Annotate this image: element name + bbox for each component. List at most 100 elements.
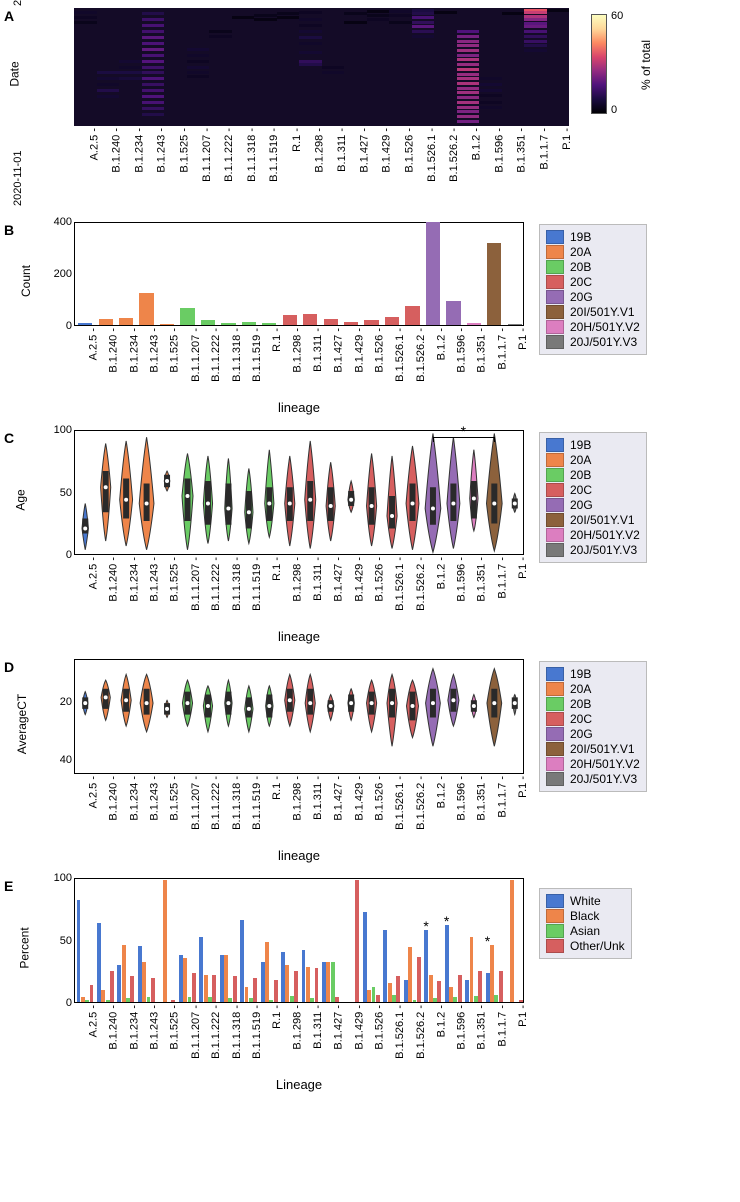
xtick: P.1 - — [517, 557, 529, 579]
xtick: B.1.298 - — [292, 776, 304, 821]
xtick: B.1.243 - — [149, 1005, 161, 1050]
panel-label: A — [4, 8, 14, 24]
bar — [467, 323, 481, 325]
panel-label: B — [4, 222, 14, 238]
xtick: B.1.311 - — [312, 557, 324, 601]
xtick: B.1.526.1 - — [394, 328, 406, 382]
heatmap — [74, 8, 569, 126]
bar — [163, 880, 167, 1003]
bar — [490, 945, 494, 1003]
xtick: B.1.311 - — [312, 776, 324, 820]
xtick: B.1.234 - — [128, 328, 140, 373]
bar — [81, 997, 85, 1002]
xtick: B.1.596 - — [455, 557, 467, 602]
bar — [344, 322, 358, 325]
bar — [138, 946, 142, 1002]
xlabel: Lineage — [74, 1077, 524, 1092]
bar — [376, 995, 380, 1003]
xtick: B.1.298 - — [292, 1005, 304, 1050]
bar — [294, 971, 298, 1002]
bar — [274, 980, 278, 1003]
xtick: B.1.526.2 - — [415, 328, 427, 382]
xtick: B.1.2 - — [435, 1005, 447, 1037]
xtick: R.1 - — [271, 776, 283, 800]
bar — [487, 243, 501, 325]
bar — [449, 987, 453, 1002]
xtick: B.1.427 - — [333, 1005, 345, 1050]
xtick: B.1.1.222 - — [210, 328, 222, 382]
xtick: B.1.351 - — [476, 557, 488, 602]
xtick: B.1.311 - — [312, 328, 324, 372]
bar — [126, 998, 130, 1002]
panel-label: C — [4, 430, 14, 446]
bar — [130, 976, 134, 1002]
violin-chart — [74, 659, 524, 774]
bar — [110, 971, 114, 1002]
bar — [364, 320, 378, 325]
xtick: B.1.525 - — [178, 128, 190, 173]
bar — [465, 980, 469, 1003]
xtick: A.2.5 - — [87, 776, 99, 808]
ylabel: Count — [19, 265, 33, 297]
bar — [363, 912, 367, 1002]
bar — [302, 950, 306, 1003]
bar — [139, 293, 153, 325]
xtick: B.1.1.222 - — [210, 1005, 222, 1059]
bar — [499, 971, 503, 1002]
xtick: B.1.1.519 - — [268, 128, 280, 182]
xtick: B.1.1.318 - — [230, 1005, 242, 1059]
xtick: B.1.526.1 - — [394, 776, 406, 830]
xtick: A.2.5 - — [87, 1005, 99, 1037]
bar — [188, 997, 192, 1002]
bar — [404, 980, 408, 1003]
bar — [269, 1000, 273, 1003]
bar — [99, 319, 113, 325]
xtick: B.1.243 - — [149, 776, 161, 821]
bar — [85, 1000, 89, 1003]
bar — [78, 323, 92, 325]
bar — [306, 967, 310, 1002]
xtick: B.1.596 - — [455, 776, 467, 821]
xtick: B.1.1.222 - — [210, 557, 222, 611]
xtick: B.1.234 - — [128, 776, 140, 821]
bar — [355, 880, 359, 1003]
bar — [228, 998, 232, 1002]
bar — [171, 1000, 175, 1003]
xtick: B.1.1.519 - — [251, 776, 263, 830]
yticks: 050100 — [44, 430, 72, 555]
xtick: B.1.298 - — [292, 328, 304, 373]
bar — [519, 1000, 523, 1003]
xtick: B.1.526 - — [403, 128, 415, 173]
bar-chart — [74, 222, 524, 326]
bar — [90, 985, 94, 1003]
xtick: B.1.1.222 - — [223, 128, 235, 182]
xtick: B.1.2 - — [435, 776, 447, 808]
bar — [221, 323, 235, 325]
bar — [324, 319, 338, 326]
xtick: B.1.1.207 - — [201, 128, 213, 182]
legend: 19B20A20B20C20G20I/501Y.V120H/501Y.V220J… — [539, 661, 647, 792]
xtick: B.1.1.207 - — [190, 776, 202, 830]
colorbar-label: % of total — [639, 40, 653, 90]
xtick: A.2.5 - — [87, 328, 99, 360]
bar — [212, 975, 216, 1003]
xtick: B.1.525 - — [169, 557, 181, 602]
significance-star: * — [485, 933, 490, 949]
bar — [97, 923, 101, 1002]
xtick: B.1.1.7 - — [538, 128, 550, 170]
bar — [224, 955, 228, 1003]
panel-A: ADate2021-03-312020-11-01600% of totalA.… — [4, 8, 732, 218]
xtick: B.1.526.1 - — [394, 557, 406, 611]
bar — [147, 997, 151, 1002]
xtick: B.1.2 - — [435, 328, 447, 360]
xtick: B.1.1.318 - — [246, 128, 258, 182]
bar — [453, 997, 457, 1002]
xtick: B.1.243 - — [156, 128, 168, 173]
bar — [396, 976, 400, 1002]
xtick: B.1.427 - — [333, 328, 345, 373]
colorbar — [591, 14, 607, 114]
bar — [220, 955, 224, 1003]
xtick: B.1.240 - — [111, 128, 123, 173]
panel-B: BCount020040019B20A20B20C20G20I/501Y.V12… — [4, 222, 732, 426]
xtick: B.1.2 - — [471, 128, 483, 160]
